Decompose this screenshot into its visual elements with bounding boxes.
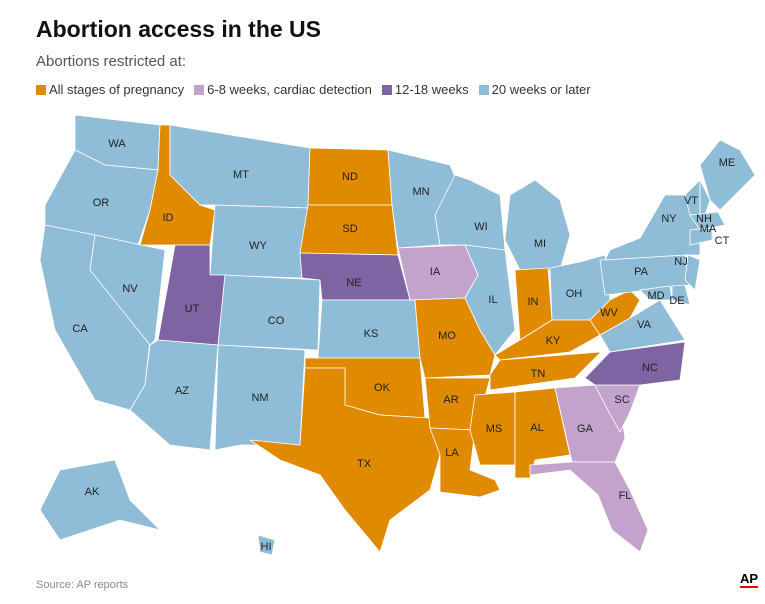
state-label-oh: OH	[566, 288, 583, 300]
state-il	[464, 244, 516, 356]
state-label-de: DE	[669, 295, 684, 307]
state-label-sc: SC	[614, 394, 629, 406]
state-label-nc: NC	[642, 362, 658, 374]
state-label-nv: NV	[122, 283, 138, 295]
state-nj	[684, 254, 701, 291]
legend-item-all-stages: All stages of pregnancy	[36, 82, 184, 97]
state-label-md: MD	[647, 290, 664, 302]
state-label-in: IN	[528, 296, 539, 308]
state-label-ky: KY	[546, 335, 561, 347]
state-label-wa: WA	[108, 138, 126, 150]
state-label-tn: TN	[531, 368, 546, 380]
source-note: Source: AP reports	[36, 579, 129, 591]
state-label-nj: NJ	[674, 256, 687, 268]
state-label-al: AL	[530, 422, 543, 434]
state-label-la: LA	[445, 447, 459, 459]
state-label-wi: WI	[474, 221, 487, 233]
legend-subtitle: Abortions restricted at:	[36, 53, 187, 70]
state-label-ms: MS	[486, 423, 503, 435]
state-label-wv: WV	[600, 307, 618, 319]
state-label-fl: FL	[619, 490, 632, 502]
legend-swatch	[381, 84, 392, 95]
state-co	[217, 274, 321, 351]
map-title: Abortion access in the US	[36, 16, 322, 42]
state-label-nh: NH	[696, 213, 712, 225]
state-label-ar: AR	[443, 394, 458, 406]
state-label-vt: VT	[684, 195, 698, 207]
state-label-ak: AK	[85, 486, 100, 498]
state-wi	[434, 174, 506, 251]
state-label-ga: GA	[577, 423, 594, 435]
state-label-ne: NE	[346, 277, 361, 289]
state-label-tx: TX	[357, 458, 372, 470]
legend-swatch	[478, 84, 489, 95]
state-la	[429, 427, 501, 498]
state-fl	[529, 461, 649, 553]
legend-item-12-18-weeks: 12-18 weeks	[381, 82, 469, 97]
state-label-mi: MI	[534, 238, 546, 250]
state-nv	[89, 234, 166, 346]
state-label-co: CO	[268, 315, 285, 327]
state-label-ca: CA	[72, 323, 88, 335]
state-label-ct: CT	[715, 235, 730, 247]
legend-label: 6-8 weeks, cardiac detection	[207, 82, 372, 97]
legend-swatch	[194, 84, 205, 95]
state-label-nm: NM	[251, 392, 268, 404]
state-label-az: AZ	[175, 385, 189, 397]
state-wv	[589, 289, 641, 336]
state-nc	[584, 341, 686, 386]
state-mi	[504, 179, 571, 271]
state-label-sd: SD	[342, 223, 357, 235]
legend-item-6-8-weeks: 6-8 weeks, cardiac detection	[194, 82, 372, 97]
state-label-ks: KS	[364, 328, 379, 340]
state-label-va: VA	[637, 319, 652, 331]
state-label-mo: MO	[438, 330, 456, 342]
state-label-me: ME	[719, 157, 736, 169]
state-label-wy: WY	[249, 240, 267, 252]
state-ct	[689, 227, 713, 246]
state-label-ut: UT	[185, 303, 200, 315]
state-label-ma: MA	[700, 223, 717, 235]
state-label-id: ID	[163, 212, 174, 224]
state-label-mn: MN	[412, 186, 429, 198]
ap-logo: AP	[740, 571, 759, 588]
state-de	[671, 284, 691, 306]
state-label-ny: NY	[661, 213, 677, 225]
state-label-hi: HI	[261, 541, 272, 553]
state-label-or: OR	[93, 197, 110, 209]
state-label-il: IL	[488, 294, 497, 306]
legend-swatch	[36, 84, 46, 95]
state-ms	[469, 391, 516, 466]
state-hi	[257, 534, 276, 556]
state-label-mt: MT	[233, 169, 249, 181]
state-mt	[169, 124, 311, 209]
state-label-nd: ND	[342, 171, 358, 183]
state-label-ok: OK	[374, 382, 391, 394]
state-ma	[689, 211, 726, 231]
state-ak	[39, 459, 162, 541]
legend-label: 20 weeks or later	[491, 82, 591, 97]
legend-label: 12-18 weeks	[394, 82, 469, 97]
legend-label: All stages of pregnancy	[49, 82, 185, 97]
state-label-ia: IA	[430, 266, 441, 278]
state-tn	[489, 347, 606, 391]
state-az	[129, 339, 219, 451]
state-label-pa: PA	[634, 266, 649, 278]
legend-item-20-weeks: 20 weeks or later	[478, 82, 591, 97]
state-tx	[249, 367, 441, 553]
legend: All stages of pregnancy 6-8 weeks, cardi…	[36, 82, 591, 97]
